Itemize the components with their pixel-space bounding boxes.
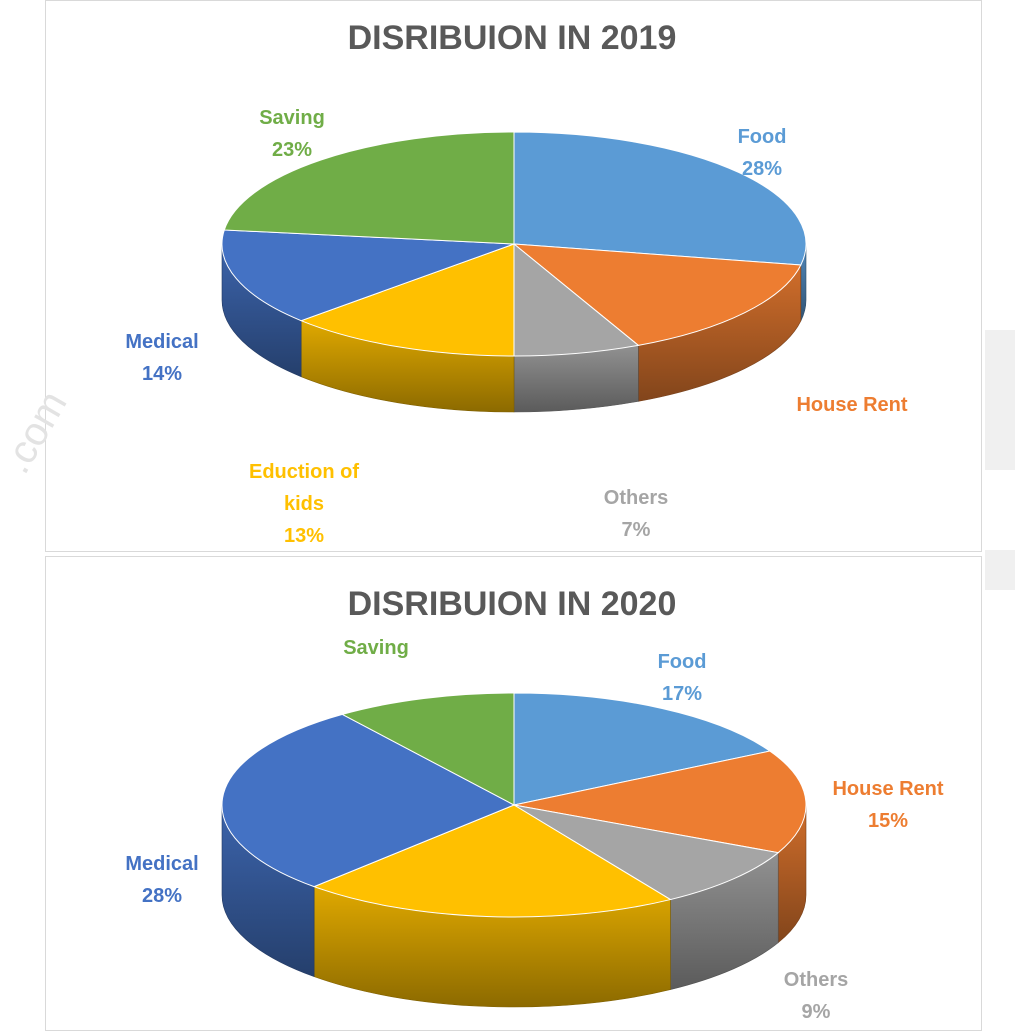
chart-title: DISRIBUION IN 2020 <box>348 585 677 623</box>
data-label-others: Others 9% <box>784 969 848 1023</box>
slice-education <box>312 804 672 918</box>
data-label-house_rent: House Rent 15% <box>832 778 943 832</box>
background-fragment <box>985 550 1015 590</box>
data-label-others: Others 7% <box>604 487 668 541</box>
chart-panel-2020: DISRIBUION IN 2020 Food 17% House Rent 15% Ot… <box>45 556 982 1031</box>
chart-title: DISRIBUION IN 2019 <box>348 19 677 57</box>
slice-medical <box>221 713 516 888</box>
chart-panel-2019: DISRIBUION IN 2019 Food 28% House Rent Other… <box>45 0 982 552</box>
data-label-food: Food 28% <box>738 126 787 180</box>
slice-saving <box>341 692 515 806</box>
slice-food <box>513 131 807 266</box>
slice-house_rent <box>512 243 802 346</box>
data-label-education: Eduction of kids 13% <box>249 461 359 547</box>
slice-house_rent <box>513 750 807 854</box>
slice-food <box>513 692 772 806</box>
data-label-saving: Saving 23% <box>259 107 325 161</box>
data-label-food: Food 17% <box>658 651 707 705</box>
data-label-medical: Medical 28% <box>125 853 198 907</box>
data-label-saving: Saving <box>343 637 409 659</box>
slice-others <box>513 804 780 901</box>
slice-education <box>299 243 515 357</box>
pie-chart-2019: DISRIBUION IN 2019 Food 28% House Rent Other… <box>125 19 908 547</box>
pie-chart-2020: DISRIBUION IN 2020 Food 17% House Rent 15% Ot… <box>125 585 944 1023</box>
slice-saving <box>223 131 515 245</box>
data-label-medical: Medical 14% <box>125 331 198 385</box>
background-fragment <box>985 330 1015 470</box>
slice-others <box>513 242 640 357</box>
data-label-house_rent: House Rent <box>796 394 907 416</box>
slice-medical <box>221 229 515 322</box>
